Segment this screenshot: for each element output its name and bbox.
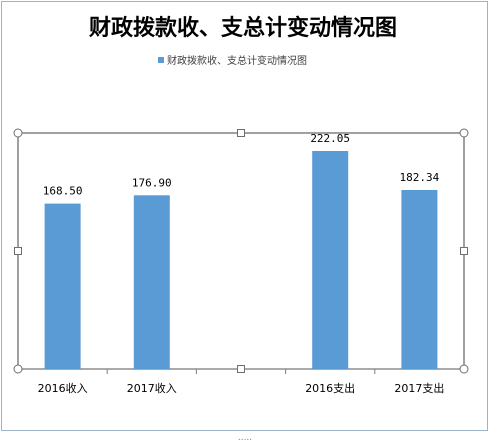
resize-handle-bottom-left[interactable]: [14, 365, 22, 373]
data-label-2017收入: 176.90: [132, 176, 172, 189]
resize-handle-top-left[interactable]: [14, 129, 22, 137]
category-label-2016收入: 2016收入: [38, 381, 88, 395]
resize-handle-right[interactable]: [461, 248, 468, 255]
legend-swatch: [158, 57, 164, 63]
data-label-2016支出: 222.05: [310, 132, 350, 145]
category-label-2016支出: 2016支出: [305, 381, 355, 395]
category-label-2017收入: 2017收入: [127, 381, 177, 395]
data-label-2017支出: 182.34: [400, 171, 440, 184]
resize-handle-top-right[interactable]: [460, 129, 468, 137]
bar-2016支出[interactable]: [312, 151, 348, 369]
resize-handle-bottom-right[interactable]: [460, 365, 468, 373]
category-label-2017支出: 2017支出: [394, 381, 444, 395]
bar-2017支出[interactable]: [401, 190, 437, 369]
resize-grip-icon[interactable]: .....: [238, 433, 252, 443]
legend: 财政拨款收、支总计变动情况图: [158, 54, 307, 67]
chart-title: 财政拨款收、支总计变动情况图: [89, 15, 397, 41]
bar-2017收入[interactable]: [134, 195, 170, 369]
resize-handle-left[interactable]: [15, 248, 22, 255]
bar-2016收入[interactable]: [45, 204, 81, 369]
legend-label: 财政拨款收、支总计变动情况图: [167, 54, 307, 67]
resize-handle-bottom[interactable]: [238, 366, 245, 373]
resize-handle-top[interactable]: [238, 130, 245, 137]
data-label-2016收入: 168.50: [43, 185, 83, 198]
